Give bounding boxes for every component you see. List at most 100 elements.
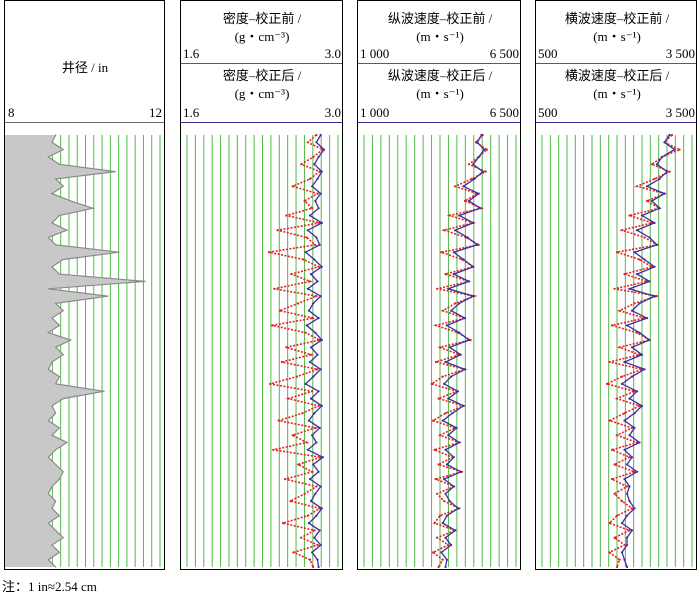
data-point xyxy=(620,500,624,503)
data-point xyxy=(630,507,634,510)
data-point xyxy=(645,317,649,320)
data-point xyxy=(305,441,308,444)
data-point xyxy=(623,478,626,481)
data-point xyxy=(281,522,285,525)
data-point xyxy=(118,251,120,253)
data-point xyxy=(456,390,460,393)
data-point xyxy=(58,214,61,217)
data-point xyxy=(314,199,317,202)
data-point xyxy=(300,163,303,166)
data-point xyxy=(432,551,435,554)
data-point xyxy=(300,536,303,539)
data-point xyxy=(311,551,314,554)
data-point xyxy=(445,463,448,466)
data-point xyxy=(273,287,276,290)
data-point xyxy=(303,492,306,495)
s-velocity-after-unit: (m・s⁻¹) xyxy=(593,86,641,101)
data-point xyxy=(317,155,320,159)
unit-note: 注：1 in≈2.54 cm xyxy=(2,579,97,594)
data-point xyxy=(650,163,654,166)
data-point xyxy=(311,434,314,437)
data-point xyxy=(308,280,312,283)
data-point xyxy=(276,229,279,232)
data-point xyxy=(315,485,318,488)
data-point xyxy=(315,441,318,444)
data-point xyxy=(615,514,619,517)
density-after-line xyxy=(181,122,342,123)
caliper-max-tick: 12 xyxy=(149,105,162,120)
data-point xyxy=(58,163,61,165)
data-point xyxy=(433,522,436,525)
p-velocity-before-min-tick: 1 000 xyxy=(360,46,390,61)
data-point xyxy=(618,346,621,349)
data-point xyxy=(319,192,322,195)
caliper-fill-area xyxy=(5,135,146,567)
data-point xyxy=(613,492,616,495)
data-point xyxy=(623,448,626,451)
data-point xyxy=(623,273,626,276)
p-velocity-after-max-tick: 6 500 xyxy=(489,105,519,120)
data-point xyxy=(66,229,68,231)
data-point xyxy=(51,405,53,407)
p-velocity-before-max-tick: 6 500 xyxy=(489,46,519,61)
data-point xyxy=(322,148,326,151)
data-point xyxy=(648,338,651,342)
data-point xyxy=(653,221,656,224)
data-point xyxy=(285,346,288,349)
data-point xyxy=(308,360,312,364)
data-point xyxy=(615,397,619,400)
data-point xyxy=(272,448,275,451)
data-point xyxy=(307,309,310,312)
data-point xyxy=(47,559,49,561)
data-point xyxy=(434,360,437,364)
data-point xyxy=(58,515,61,517)
data-point xyxy=(62,310,64,312)
data-point xyxy=(454,529,457,532)
data-point xyxy=(55,412,57,414)
data-point xyxy=(628,397,631,400)
data-point xyxy=(645,185,649,188)
data-point xyxy=(635,185,639,188)
data-point xyxy=(638,441,641,444)
data-point xyxy=(51,222,53,224)
data-point xyxy=(51,141,53,143)
data-point xyxy=(437,565,440,569)
data-point xyxy=(317,390,320,393)
data-point xyxy=(303,199,306,202)
data-point xyxy=(462,404,465,407)
data-point xyxy=(454,302,457,305)
data-point xyxy=(313,163,316,166)
data-point xyxy=(451,412,454,415)
data-point xyxy=(628,434,631,437)
data-point xyxy=(484,170,487,173)
data-point xyxy=(447,397,450,400)
data-point xyxy=(144,280,146,282)
data-point xyxy=(463,368,466,371)
data-point xyxy=(463,199,466,202)
data-point xyxy=(47,522,49,524)
data-point xyxy=(610,478,614,481)
data-point xyxy=(316,353,319,356)
data-point xyxy=(447,543,450,547)
data-point xyxy=(58,427,61,429)
data-point xyxy=(670,133,674,137)
data-point xyxy=(620,382,624,385)
data-point xyxy=(302,258,305,261)
data-point xyxy=(316,543,319,547)
data-point xyxy=(620,551,624,554)
data-point xyxy=(643,258,646,261)
p-velocity-plot xyxy=(363,133,517,569)
data-point xyxy=(320,338,323,342)
data-point xyxy=(311,390,314,393)
data-point xyxy=(477,155,480,159)
data-point xyxy=(321,456,324,459)
data-point xyxy=(318,529,321,532)
data-point xyxy=(312,317,315,320)
data-point xyxy=(445,324,448,327)
data-point xyxy=(287,397,290,400)
data-point xyxy=(472,265,475,268)
data-point xyxy=(62,185,64,187)
p-velocity-before-title: 纵波速度–校正前 / xyxy=(387,11,493,26)
data-point xyxy=(55,463,57,466)
data-point xyxy=(320,507,323,510)
